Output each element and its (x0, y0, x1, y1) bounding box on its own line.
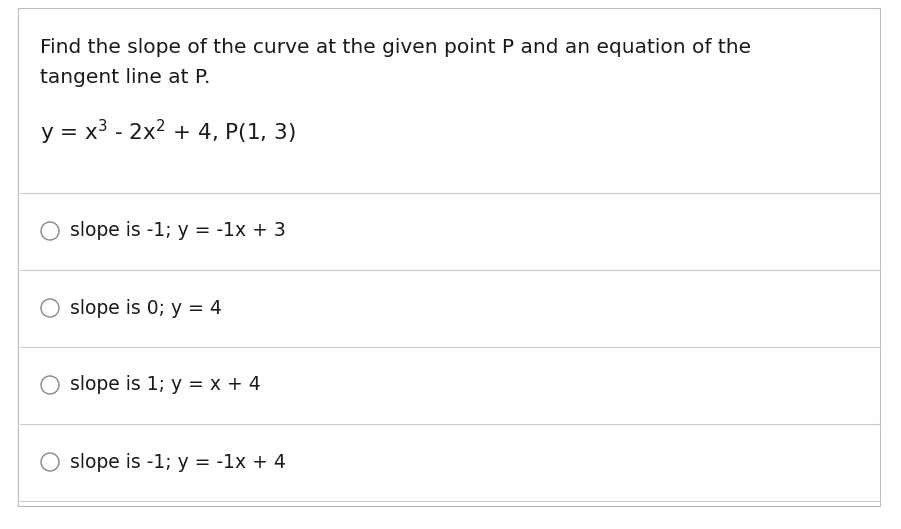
Text: slope is 1; y = x + 4: slope is 1; y = x + 4 (70, 376, 260, 395)
Text: y = x$^3$ - 2x$^2$ + 4, P(1, 3): y = x$^3$ - 2x$^2$ + 4, P(1, 3) (40, 118, 296, 147)
Text: Find the slope of the curve at the given point P and an equation of the: Find the slope of the curve at the given… (40, 38, 751, 57)
Text: tangent line at P.: tangent line at P. (40, 68, 210, 87)
Text: slope is 0; y = 4: slope is 0; y = 4 (70, 298, 222, 317)
Text: slope is -1; y = -1x + 4: slope is -1; y = -1x + 4 (70, 452, 286, 471)
Text: slope is -1; y = -1x + 3: slope is -1; y = -1x + 3 (70, 222, 286, 241)
